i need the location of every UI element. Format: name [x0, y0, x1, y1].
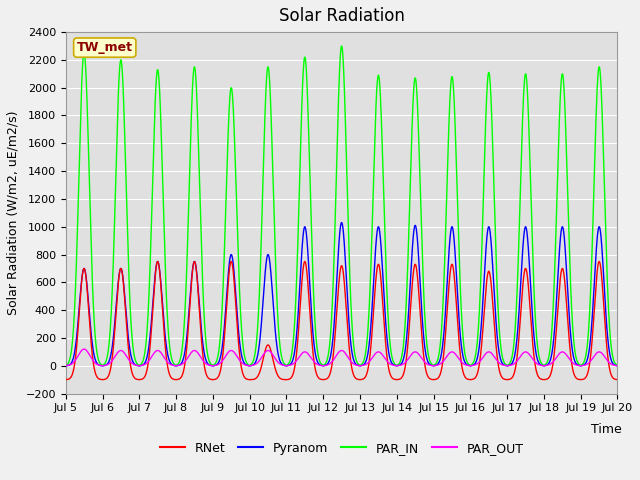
Legend: RNet, Pyranom, PAR_IN, PAR_OUT: RNet, Pyranom, PAR_IN, PAR_OUT — [155, 437, 529, 460]
Text: TW_met: TW_met — [77, 41, 132, 54]
X-axis label: Time: Time — [591, 422, 622, 435]
Y-axis label: Solar Radiation (W/m2, uE/m2/s): Solar Radiation (W/m2, uE/m2/s) — [7, 110, 20, 315]
Title: Solar Radiation: Solar Radiation — [278, 7, 404, 25]
